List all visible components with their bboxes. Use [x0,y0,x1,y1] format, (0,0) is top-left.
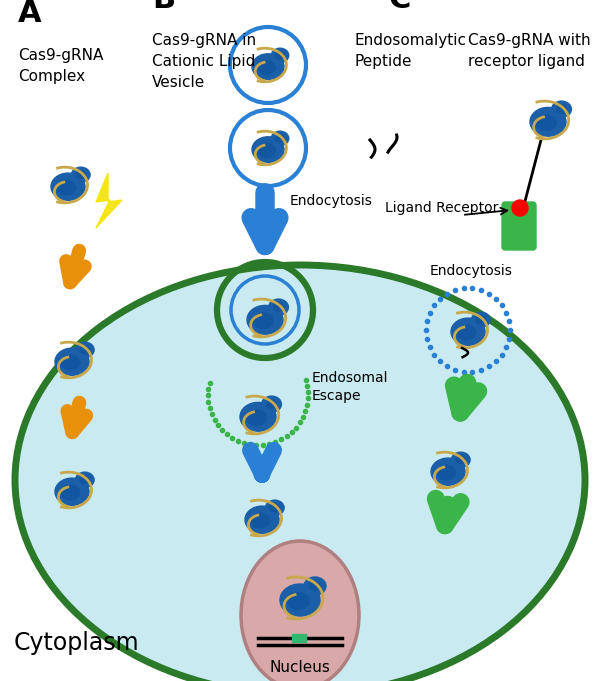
Ellipse shape [270,504,280,511]
Ellipse shape [55,348,89,375]
Ellipse shape [76,342,94,358]
Ellipse shape [246,410,266,426]
Text: B: B [152,0,175,14]
Ellipse shape [251,513,269,528]
Ellipse shape [15,265,585,681]
Text: Endosomalytic
Peptide: Endosomalytic Peptide [355,33,467,69]
Ellipse shape [80,476,89,484]
Text: Cas9-gRNA
Complex: Cas9-gRNA Complex [18,48,103,84]
Ellipse shape [472,312,490,328]
Ellipse shape [551,101,571,117]
Ellipse shape [530,108,566,136]
Ellipse shape [61,355,80,370]
Polygon shape [96,173,122,228]
Ellipse shape [76,472,94,488]
Ellipse shape [262,396,281,412]
Ellipse shape [265,500,284,516]
Ellipse shape [257,61,275,74]
Ellipse shape [57,180,76,195]
Bar [292,634,306,642]
Ellipse shape [245,506,279,533]
Ellipse shape [240,402,276,431]
Ellipse shape [271,48,289,63]
Ellipse shape [253,313,273,328]
Ellipse shape [71,167,90,183]
Ellipse shape [310,582,320,590]
Text: A: A [18,0,41,28]
Ellipse shape [266,400,277,408]
Ellipse shape [61,486,80,500]
Text: Endocytosis: Endocytosis [290,194,373,208]
Ellipse shape [275,135,284,142]
Ellipse shape [51,173,85,200]
Ellipse shape [252,137,284,162]
Ellipse shape [76,171,85,178]
Ellipse shape [271,131,289,146]
Text: Endocytosis: Endocytosis [430,264,513,278]
Ellipse shape [456,456,466,464]
Ellipse shape [557,105,566,113]
Text: Endosomal
Escape: Endosomal Escape [312,370,389,403]
Ellipse shape [257,144,275,157]
Ellipse shape [252,54,284,80]
Ellipse shape [451,318,485,345]
Ellipse shape [269,299,289,315]
Ellipse shape [55,478,89,505]
Ellipse shape [241,541,359,681]
Ellipse shape [431,458,465,486]
Text: Nucleus: Nucleus [269,660,331,675]
Ellipse shape [457,326,476,340]
Ellipse shape [476,316,485,323]
Ellipse shape [536,115,556,130]
Bar [0,0,600,218]
Text: Cytoplasm: Cytoplasm [14,631,140,655]
Ellipse shape [247,305,283,334]
Ellipse shape [304,577,326,595]
Ellipse shape [275,52,284,59]
Ellipse shape [437,465,455,480]
Ellipse shape [80,346,89,353]
Ellipse shape [274,303,283,311]
Text: Cas9-gRNA in
Cationic Lipid
Vesicle: Cas9-gRNA in Cationic Lipid Vesicle [152,33,256,90]
Ellipse shape [451,452,470,467]
Ellipse shape [280,584,320,616]
Circle shape [512,200,528,216]
Text: Ligand Receptor: Ligand Receptor [385,201,499,215]
Text: Cas9-gRNA with
receptor ligand: Cas9-gRNA with receptor ligand [468,33,590,69]
Text: C: C [388,0,410,14]
FancyBboxPatch shape [502,202,536,250]
Ellipse shape [287,592,309,609]
